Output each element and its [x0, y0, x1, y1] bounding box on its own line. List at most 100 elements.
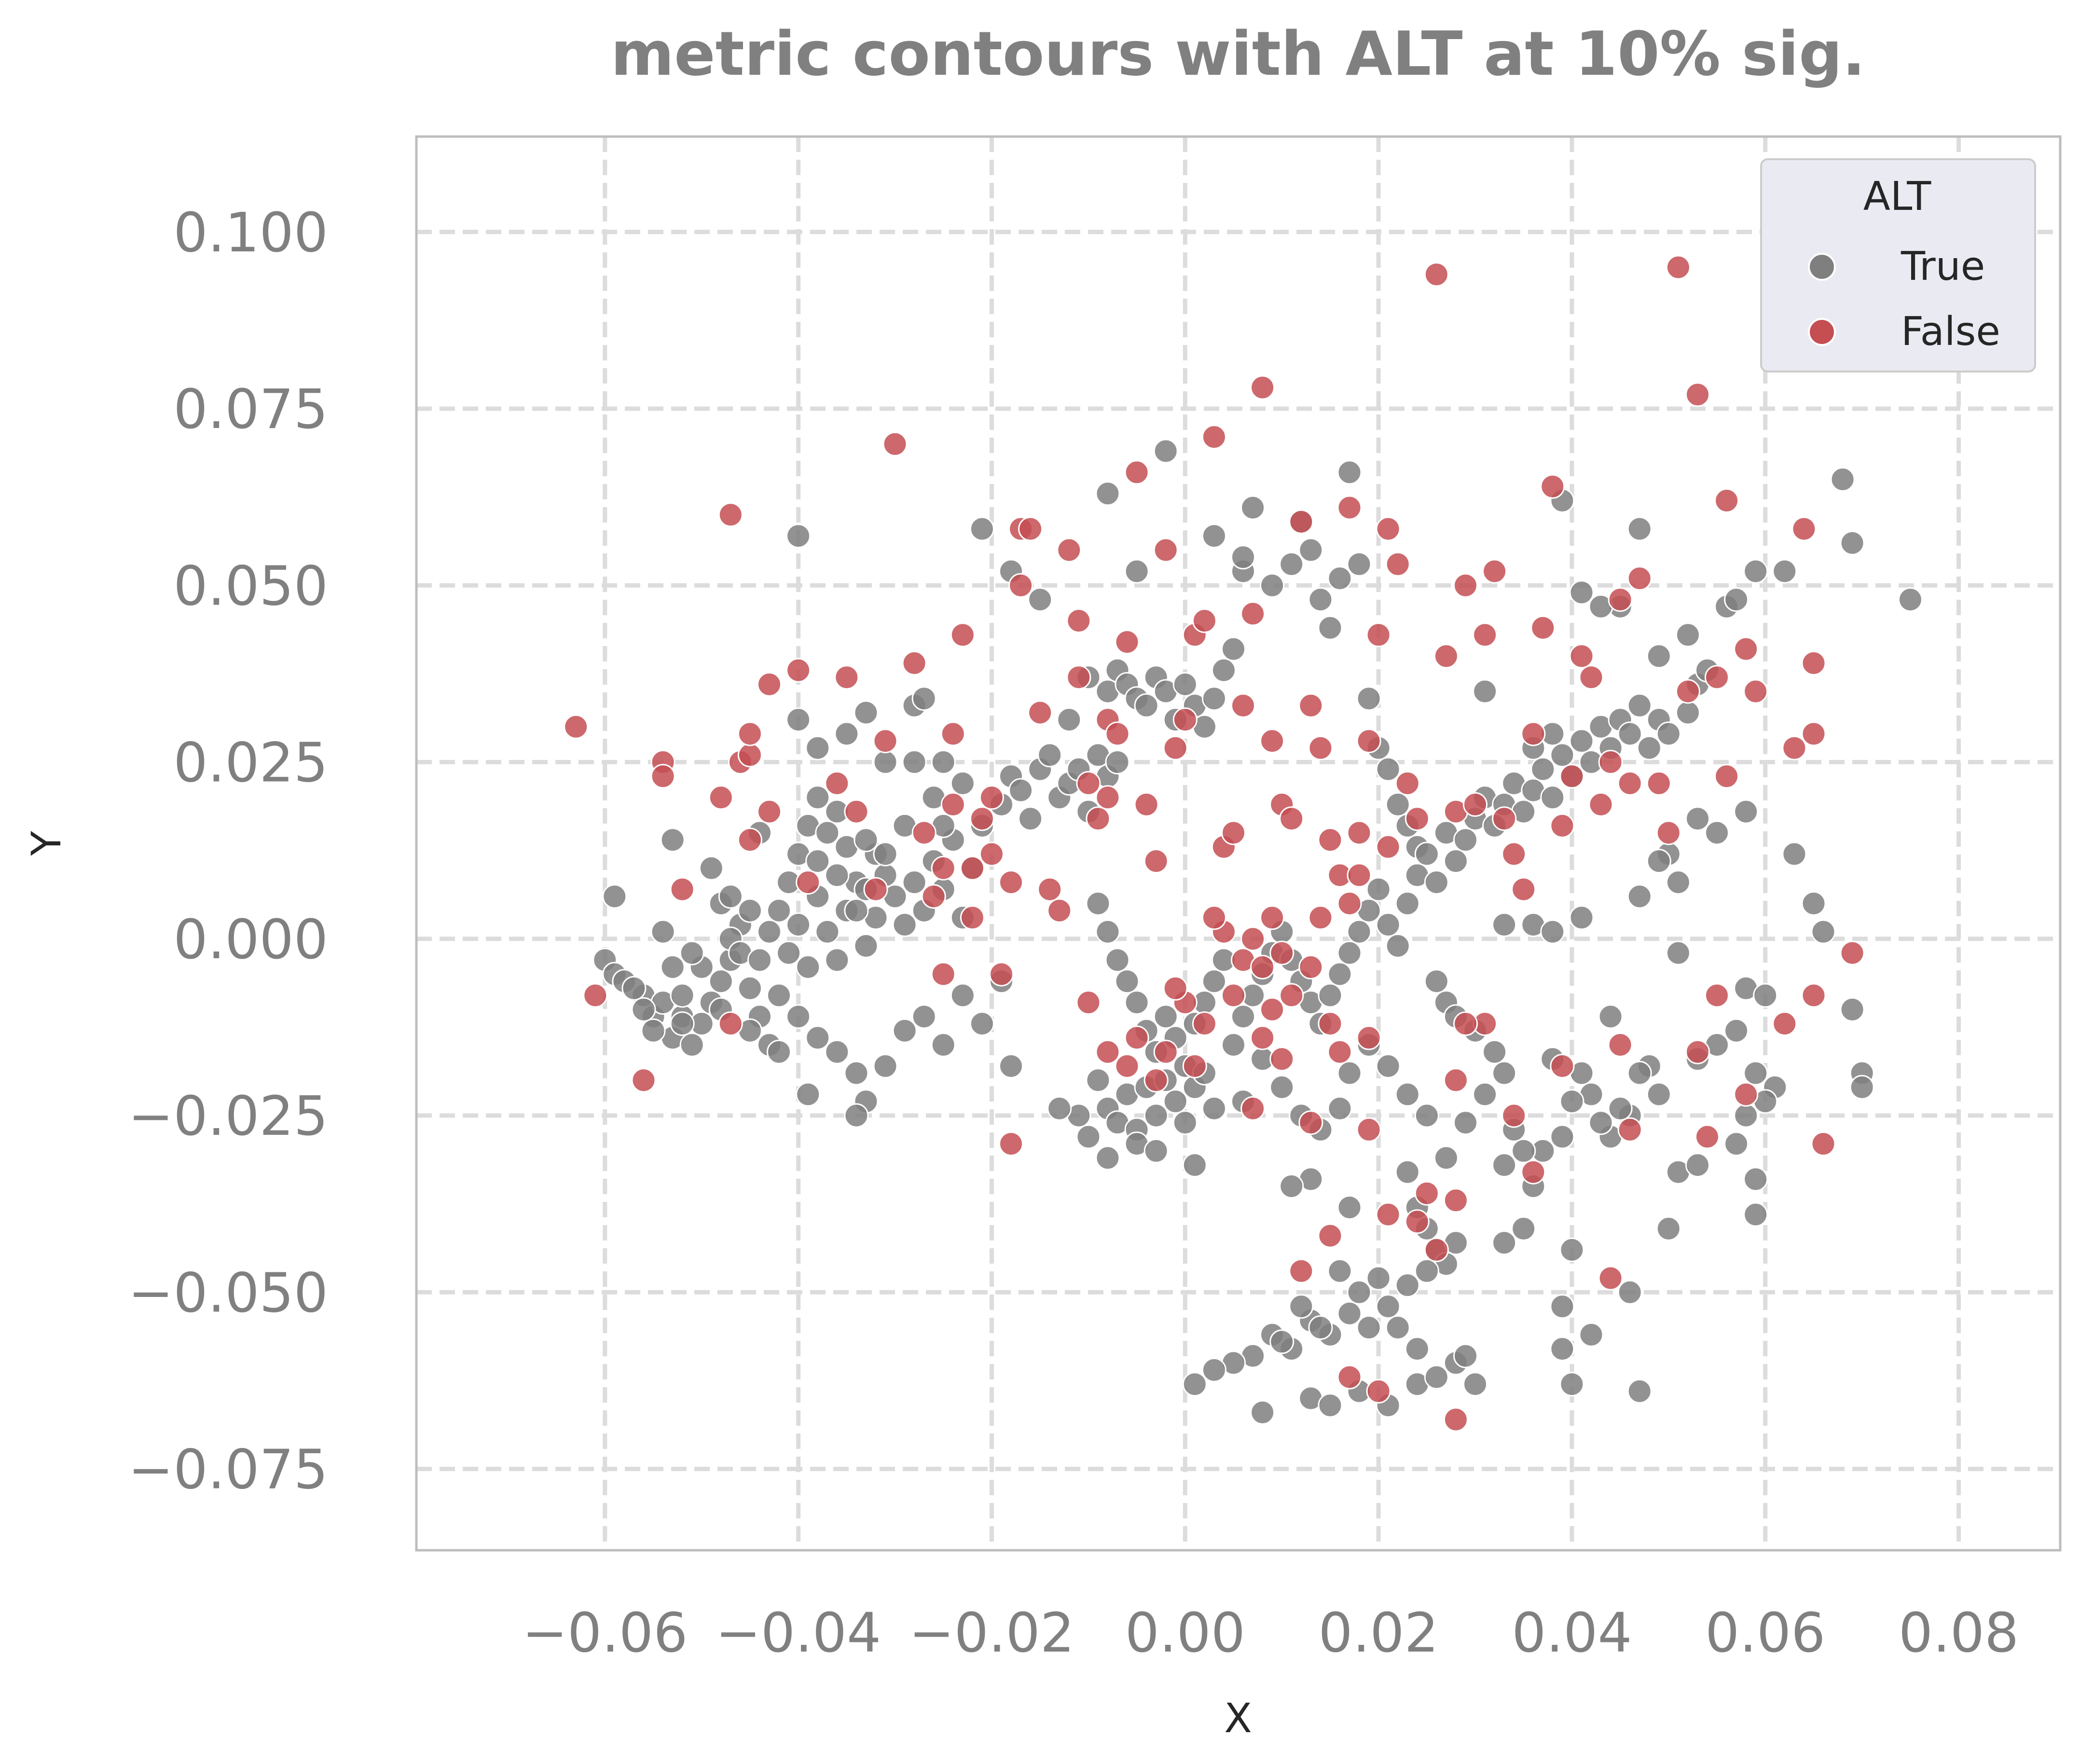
data-point-true	[1675, 622, 1700, 648]
data-point-true	[747, 948, 772, 973]
data-point-false	[1540, 474, 1565, 499]
data-point-true	[1646, 849, 1671, 874]
data-point-true	[1753, 983, 1778, 1008]
data-point-false	[1695, 1124, 1720, 1149]
data-point-true	[796, 954, 821, 979]
data-point-true	[786, 1004, 811, 1029]
data-point-true	[1666, 870, 1691, 895]
data-point-true	[1540, 919, 1565, 944]
data-point-true	[1153, 1004, 1178, 1029]
data-point-true	[757, 919, 782, 944]
x-tick-label: 0.00	[1125, 1602, 1245, 1665]
data-point-false	[1666, 255, 1691, 280]
data-point-true	[1337, 1195, 1362, 1220]
data-point-true	[1724, 1018, 1749, 1043]
data-point-true	[1105, 948, 1130, 973]
x-tick-label: −0.04	[716, 1602, 881, 1665]
data-point-true	[825, 863, 850, 888]
data-point-false	[1501, 1103, 1527, 1128]
data-point-true	[1221, 1033, 1246, 1057]
data-point-true	[892, 912, 917, 937]
data-point-true	[650, 919, 675, 944]
data-point-false	[902, 650, 927, 675]
data-point-false	[1782, 735, 1807, 760]
data-point-false	[1473, 622, 1498, 648]
data-point-false	[931, 855, 956, 881]
data-point-true	[1201, 686, 1226, 711]
data-point-false	[1801, 983, 1826, 1008]
data-point-true	[660, 827, 685, 853]
data-point-false	[1192, 608, 1217, 633]
data-point-false	[1608, 1033, 1633, 1057]
data-point-true	[1646, 1082, 1671, 1107]
data-point-false	[1163, 735, 1188, 760]
data-point-false	[1047, 898, 1072, 923]
data-point-true	[1076, 1124, 1101, 1149]
data-point-true	[1569, 729, 1594, 754]
data-point-false	[757, 799, 782, 824]
data-point-true	[1443, 849, 1468, 874]
data-point-true	[1453, 827, 1478, 853]
data-point-true	[1463, 1372, 1488, 1397]
data-point-false	[1182, 1054, 1207, 1078]
data-point-false	[1095, 1039, 1120, 1064]
data-point-true	[679, 940, 704, 965]
data-point-true	[1211, 658, 1236, 683]
x-axis-ticks: −0.06 −0.04 −0.02 0.00 0.02 0.04 0.06 0.08	[522, 1602, 2019, 1665]
scatter-points	[564, 255, 1923, 1432]
data-point-false	[1424, 262, 1449, 287]
data-point-true	[1385, 792, 1410, 817]
data-point-true	[1395, 891, 1420, 916]
legend-box	[1760, 158, 2036, 372]
data-point-false	[1405, 1209, 1430, 1234]
data-point-true	[805, 849, 830, 874]
data-point-true	[1240, 495, 1266, 520]
data-point-true	[1685, 1153, 1710, 1178]
data-point-false	[1685, 1039, 1710, 1064]
data-point-true	[1037, 743, 1062, 768]
data-point-false	[1675, 679, 1700, 704]
data-point-true	[844, 898, 869, 923]
data-point-true	[1656, 721, 1681, 746]
data-point-true	[1153, 439, 1178, 464]
data-point-true	[1559, 1237, 1584, 1262]
x-tick-label: 0.08	[1899, 1602, 2019, 1665]
data-point-true	[873, 1054, 898, 1078]
data-point-false	[1395, 771, 1420, 796]
data-point-false	[737, 743, 762, 768]
data-point-false	[1105, 721, 1130, 746]
data-point-false	[1201, 425, 1226, 450]
data-point-true	[1473, 1082, 1498, 1107]
data-point-false	[1201, 905, 1226, 930]
data-point-false	[882, 431, 908, 456]
data-point-true	[1395, 1082, 1420, 1107]
data-point-false	[863, 877, 888, 902]
data-point-false	[1240, 1096, 1266, 1121]
data-point-false	[631, 1068, 656, 1093]
data-point-false	[1705, 983, 1729, 1008]
data-point-true	[641, 1018, 666, 1043]
data-point-false	[1337, 495, 1362, 520]
data-point-false	[1714, 488, 1739, 513]
data-point-true	[1047, 1096, 1072, 1121]
data-point-true	[1221, 636, 1246, 662]
data-point-false	[1318, 1223, 1343, 1248]
data-point-false	[1260, 905, 1285, 930]
data-point-false	[1066, 665, 1091, 690]
data-point-false	[1289, 509, 1314, 534]
data-point-true	[1675, 700, 1700, 725]
data-point-false	[1066, 608, 1091, 633]
data-point-true	[805, 735, 830, 760]
data-point-true	[1453, 1343, 1478, 1368]
data-point-true	[1414, 1258, 1439, 1283]
data-point-false	[1463, 792, 1488, 817]
data-point-false	[1221, 820, 1246, 845]
data-point-false	[931, 962, 956, 987]
data-point-false	[1385, 551, 1410, 577]
data-point-true	[1569, 905, 1594, 930]
data-point-true	[1308, 1315, 1333, 1340]
data-point-true	[1579, 1322, 1604, 1347]
data-point-true	[844, 1061, 869, 1086]
data-point-true	[1646, 644, 1671, 669]
